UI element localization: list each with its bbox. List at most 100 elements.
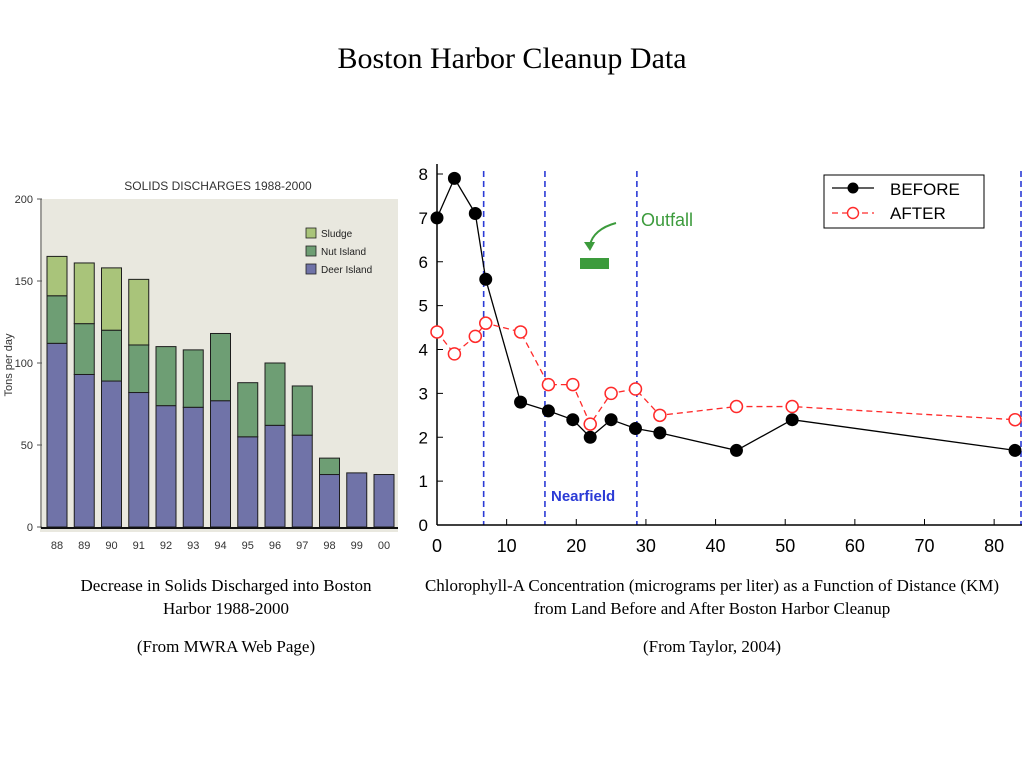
line-xtick-label: 20 bbox=[566, 536, 586, 556]
bar-xtick-label: 92 bbox=[160, 540, 172, 552]
legend-label-nut-island: Nut Island bbox=[321, 247, 366, 258]
point-after bbox=[566, 377, 580, 392]
bar-deer-island-97 bbox=[291, 434, 313, 528]
line-xtick-label: 0 bbox=[432, 536, 442, 556]
line-ytick-label: 2 bbox=[419, 428, 428, 447]
legend-swatch-sludge bbox=[305, 227, 317, 239]
bar-chart-title: SOLIDS DISCHARGES 1988-2000 bbox=[124, 179, 312, 193]
bar-x-axis: 88 89 90 91 92 93 94 95 96 97 98 99 00 bbox=[41, 527, 398, 552]
bar-ytick-label: 200 bbox=[15, 194, 33, 206]
bar-chart-ylabel: Tons per day bbox=[3, 333, 15, 396]
point-after bbox=[729, 399, 744, 414]
left-caption: Decrease in Solids Discharged into Bosto… bbox=[80, 576, 372, 618]
bar-xtick-label: 89 bbox=[78, 540, 90, 552]
line-legend: BEFORE AFTER bbox=[823, 174, 985, 229]
point-before bbox=[430, 211, 444, 225]
legend-swatch-nut-island bbox=[305, 245, 317, 257]
bar-deer-island-92 bbox=[155, 405, 177, 528]
bar-deer-island-93 bbox=[182, 406, 204, 528]
point-before bbox=[785, 413, 799, 427]
series-line-after bbox=[436, 322, 1016, 426]
bar-xtick-label: 97 bbox=[296, 540, 308, 552]
point-after bbox=[604, 386, 618, 401]
series-line-before bbox=[436, 176, 1016, 452]
bar-sludge-91 bbox=[128, 278, 150, 346]
bar-y-axis: 0 50 100 150 200 bbox=[15, 194, 42, 534]
point-before bbox=[541, 404, 555, 418]
bar-ytick-label: 0 bbox=[27, 522, 33, 534]
point-before bbox=[1008, 443, 1022, 457]
line-ytick-label: 5 bbox=[419, 297, 428, 316]
legend-item-before: BEFORE bbox=[832, 180, 960, 199]
slide-title: Boston Harbor Cleanup Data bbox=[337, 42, 687, 75]
line-series bbox=[430, 171, 1022, 457]
legend-swatch-deer-island bbox=[305, 263, 317, 275]
bar-xtick-label: 91 bbox=[133, 540, 145, 552]
line-xtick-label: 10 bbox=[497, 536, 517, 556]
line-ytick-label: 4 bbox=[419, 341, 428, 360]
point-before bbox=[447, 171, 461, 185]
line-xtick-label: 70 bbox=[914, 536, 934, 556]
bar-nut-island-92 bbox=[155, 346, 177, 407]
bar-ytick-label: 150 bbox=[15, 276, 33, 288]
line-xtick-label: 40 bbox=[706, 536, 726, 556]
bar-xtick-label: 96 bbox=[269, 540, 281, 552]
line-ytick-label: 0 bbox=[419, 516, 428, 535]
right-source: (From Taylor, 2004) bbox=[642, 637, 782, 656]
point-after bbox=[628, 382, 643, 396]
point-after bbox=[653, 408, 667, 423]
line-xtick-label: 30 bbox=[636, 536, 656, 556]
line-xtick-label: 50 bbox=[775, 536, 795, 556]
point-after bbox=[430, 325, 444, 339]
bar-ytick-label: 50 bbox=[21, 440, 33, 452]
point-after bbox=[513, 325, 528, 339]
bar-xtick-label: 00 bbox=[378, 540, 390, 552]
legend-item-deer-island: Deer Island bbox=[305, 263, 372, 276]
legend-marker-before bbox=[847, 182, 859, 194]
legend-item-after: AFTER bbox=[832, 204, 946, 223]
bar-xtick-label: 95 bbox=[242, 540, 254, 552]
bar-nut-island-94 bbox=[210, 332, 231, 402]
point-before bbox=[729, 443, 743, 457]
outfall-arrowhead-icon bbox=[584, 242, 595, 251]
point-before bbox=[468, 206, 482, 220]
right-caption: Chlorophyll-A Concentration (micrograms … bbox=[424, 576, 1000, 618]
bar-nut-island-96 bbox=[264, 362, 286, 426]
line-ytick-label: 8 bbox=[419, 165, 428, 184]
point-after bbox=[785, 399, 799, 414]
legend-item-nut-island: Nut Island bbox=[305, 245, 366, 258]
bar-nut-island-97 bbox=[291, 385, 313, 436]
bar-xtick-label: 93 bbox=[187, 540, 199, 552]
legend-label-sludge: Sludge bbox=[321, 229, 353, 240]
bar-deer-island-91 bbox=[128, 392, 150, 528]
point-after bbox=[479, 316, 493, 330]
point-before bbox=[479, 272, 493, 286]
solids-discharge-chart: SOLIDS DISCHARGES 1988-2000 Tons per day… bbox=[3, 179, 398, 552]
line-ytick-label: 3 bbox=[419, 384, 428, 403]
bar-series bbox=[46, 255, 395, 528]
point-after bbox=[541, 377, 556, 392]
bar-nut-island-90 bbox=[101, 329, 122, 382]
outfall-arrow-icon bbox=[589, 222, 617, 246]
bar-xtick-label: 99 bbox=[351, 540, 363, 552]
legend-marker-after bbox=[846, 206, 860, 220]
nearfield-label: Nearfield bbox=[551, 488, 615, 505]
outfall-label: Outfall bbox=[641, 210, 693, 230]
point-before bbox=[653, 426, 667, 440]
legend-label-after: AFTER bbox=[890, 204, 946, 223]
bar-nut-island-88 bbox=[46, 295, 68, 344]
bar-nut-island-98 bbox=[319, 457, 340, 476]
point-before bbox=[566, 413, 580, 427]
outfall-marker bbox=[580, 258, 609, 269]
bar-deer-island-95 bbox=[237, 436, 259, 528]
bar-deer-island-98 bbox=[319, 474, 340, 528]
legend-label-deer-island: Deer Island bbox=[321, 265, 372, 276]
bar-legend: Sludge Nut Island Deer Island bbox=[305, 227, 372, 276]
point-before bbox=[514, 395, 528, 409]
bar-xtick-label: 90 bbox=[105, 540, 117, 552]
bar-sludge-90 bbox=[101, 267, 122, 331]
bar-deer-island-00 bbox=[373, 474, 395, 528]
bar-ytick-label: 100 bbox=[15, 358, 33, 370]
point-after bbox=[447, 347, 462, 361]
